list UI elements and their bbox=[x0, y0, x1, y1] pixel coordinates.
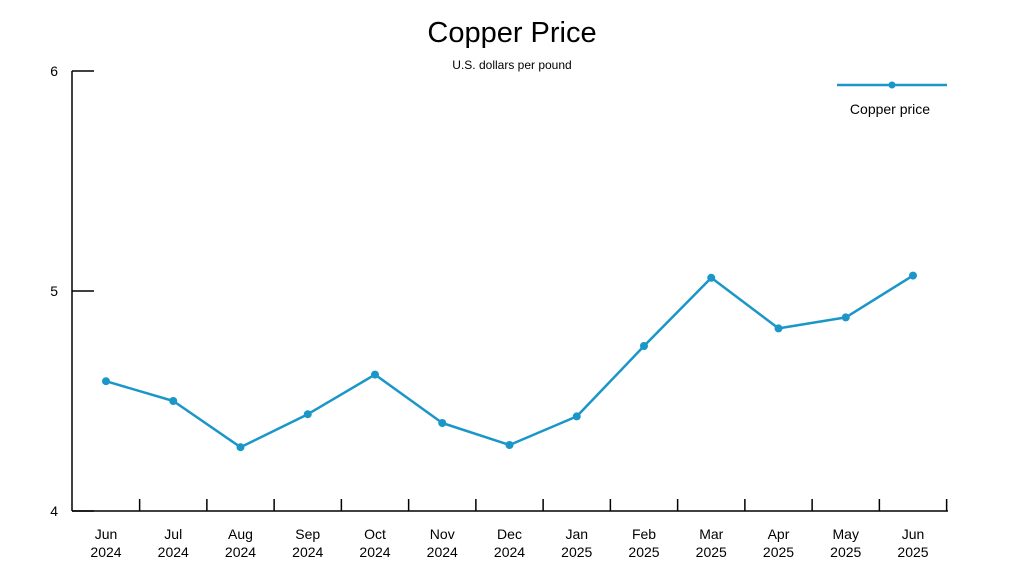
data-point bbox=[102, 377, 110, 386]
x-tick-label-month: Oct bbox=[364, 526, 386, 542]
data-point bbox=[303, 410, 312, 419]
data-point bbox=[169, 397, 178, 405]
y-tick-label: 4 bbox=[50, 503, 58, 519]
x-tick-label-year: 2024 bbox=[494, 544, 525, 560]
legend-label: Copper price bbox=[850, 101, 930, 117]
data-point bbox=[505, 441, 514, 449]
x-tick-label-year: 2024 bbox=[158, 544, 189, 560]
data-point bbox=[371, 370, 379, 379]
x-tick-label-year: 2024 bbox=[225, 544, 256, 560]
x-tick-label-year: 2024 bbox=[427, 544, 458, 560]
x-tick-label-month: Mar bbox=[699, 526, 723, 542]
data-point bbox=[572, 412, 581, 421]
y-tick-label: 6 bbox=[50, 63, 58, 79]
x-tick-label-year: 2024 bbox=[359, 544, 390, 560]
x-tick-label-year: 2024 bbox=[292, 544, 323, 560]
x-tick-label-year: 2025 bbox=[763, 544, 794, 560]
x-tick-label-month: Dec bbox=[497, 526, 522, 542]
y-tick-label: 5 bbox=[50, 283, 58, 299]
x-tick-label-month: Feb bbox=[632, 526, 656, 542]
data-point bbox=[774, 324, 783, 333]
x-tick-label-year: 2024 bbox=[90, 544, 121, 560]
legend: Copper price bbox=[837, 81, 947, 117]
x-tick-label-year: 2025 bbox=[696, 544, 727, 560]
data-point bbox=[841, 313, 850, 322]
x-tick-label-month: Apr bbox=[768, 526, 790, 542]
x-tick-label-month: Jun bbox=[95, 526, 118, 542]
data-point bbox=[909, 271, 917, 280]
x-tick-label-year: 2025 bbox=[830, 544, 861, 560]
x-tick-label-month: Nov bbox=[430, 526, 455, 542]
data-point bbox=[640, 342, 648, 350]
series-layer bbox=[102, 271, 917, 452]
data-point bbox=[236, 443, 245, 452]
x-tick-label-year: 2025 bbox=[561, 544, 592, 560]
x-tick-label-month: Jan bbox=[565, 526, 588, 542]
chart-title: Copper Price bbox=[427, 17, 596, 49]
x-tick-label-year: 2025 bbox=[897, 544, 928, 560]
x-tick-label-year: 2025 bbox=[628, 544, 659, 560]
data-point bbox=[438, 419, 447, 427]
data-point bbox=[707, 273, 716, 282]
x-tick-label-month: May bbox=[833, 526, 859, 542]
x-tick-label-month: Jun bbox=[902, 526, 925, 542]
legend-marker-swatch bbox=[888, 81, 896, 89]
y-ticks: 4 5 6 bbox=[50, 63, 94, 519]
x-tick-label-month: Jul bbox=[164, 526, 182, 542]
series-line-copper-price bbox=[105, 274, 914, 449]
x-tick-label-month: Aug bbox=[228, 526, 253, 542]
chart-subtitle: U.S. dollars per pound bbox=[452, 58, 571, 72]
x-ticks: Jun 2024 Jul 2024 Aug 2024 Sep 2024 Oct 2024 Nov 20… bbox=[90, 499, 948, 560]
x-tick-label-month: Sep bbox=[295, 526, 320, 542]
